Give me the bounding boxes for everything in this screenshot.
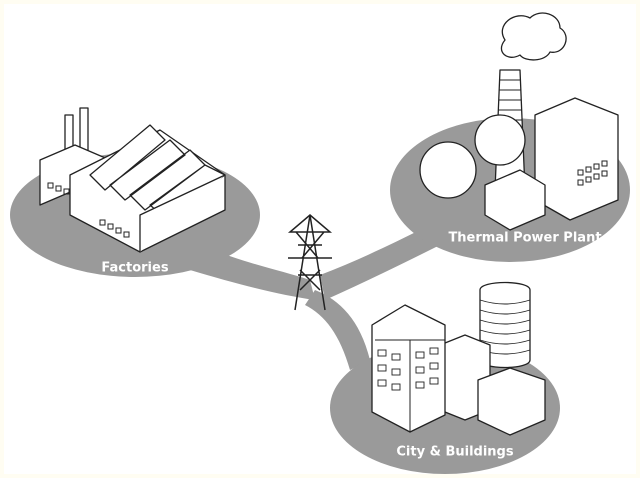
node-label: City & Buildings: [396, 445, 513, 460]
node-label: Thermal Power Plant: [448, 231, 601, 246]
page: Factories Thermal Power Plant City & Bui…: [0, 0, 640, 478]
diagram: Factories Thermal Power Plant City & Bui…: [0, 0, 640, 478]
node-label: Factories: [101, 261, 168, 276]
